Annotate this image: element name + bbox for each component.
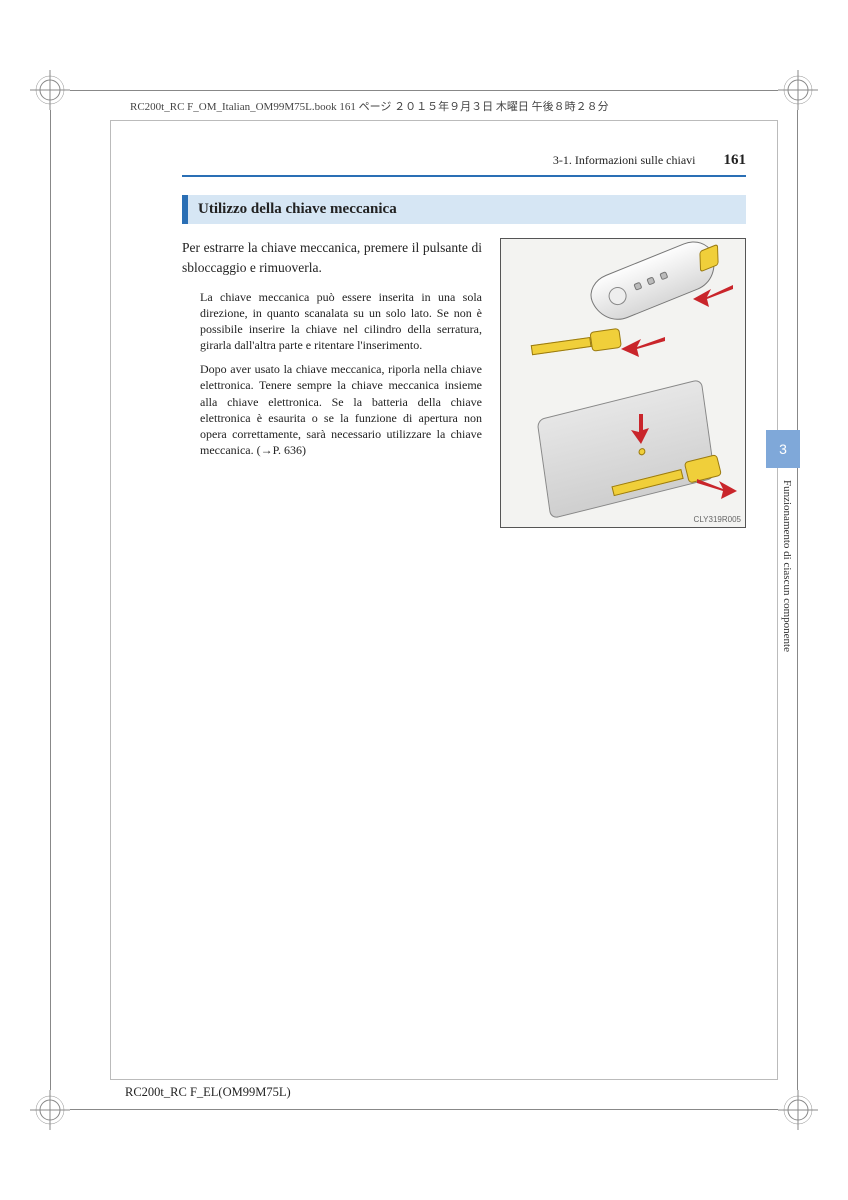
crop-guide (70, 1109, 778, 1110)
crop-mark-icon (778, 1090, 818, 1130)
file-stamp: RC200t_RC F_OM_Italian_OM99M75L.book 161… (130, 98, 609, 114)
section-label: 3-1. Informazioni sulle chiavi (553, 153, 696, 168)
detail-paragraph: Dopo aver usato la chiave meccanica, rip… (200, 361, 482, 458)
arrow-icon (697, 475, 737, 501)
page-number: 161 (724, 152, 747, 169)
page-header: 3-1. Informazioni sulle chiavi 161 (182, 152, 746, 169)
figure-code: CLY319R005 (694, 515, 741, 524)
figure-column: CLY319R005 (500, 238, 746, 528)
page-content: 3-1. Informazioni sulle chiavi 161 Utili… (112, 122, 776, 1078)
footer-text: RC200t_RC F_EL(OM99M75L) (125, 1085, 291, 1100)
text-column: Per estrarre la chiave meccanica, premer… (182, 238, 482, 528)
key-illustration: CLY319R005 (500, 238, 746, 528)
content-row: Per estrarre la chiave meccanica, premer… (182, 238, 746, 528)
detail-paragraph: La chiave meccanica può essere inserita … (200, 289, 482, 354)
topic-heading: Utilizzo della chiave meccanica (182, 195, 746, 224)
arrow-icon (629, 414, 651, 444)
chapter-tab: 3 (766, 430, 800, 468)
arrow-icon (621, 335, 665, 359)
crop-guide (70, 90, 778, 91)
crop-guide (797, 110, 798, 1090)
header-rule (182, 175, 746, 177)
crop-mark-icon (30, 70, 70, 110)
crop-mark-icon (778, 70, 818, 110)
arrow-icon (693, 281, 733, 307)
crop-guide (50, 110, 51, 1090)
mechanical-key-icon (530, 328, 622, 360)
intro-paragraph: Per estrarre la chiave meccanica, premer… (182, 238, 482, 279)
chapter-caption: Funzionamento di ciascun componente (781, 480, 793, 740)
crop-mark-icon (30, 1090, 70, 1130)
chapter-number: 3 (779, 441, 787, 457)
